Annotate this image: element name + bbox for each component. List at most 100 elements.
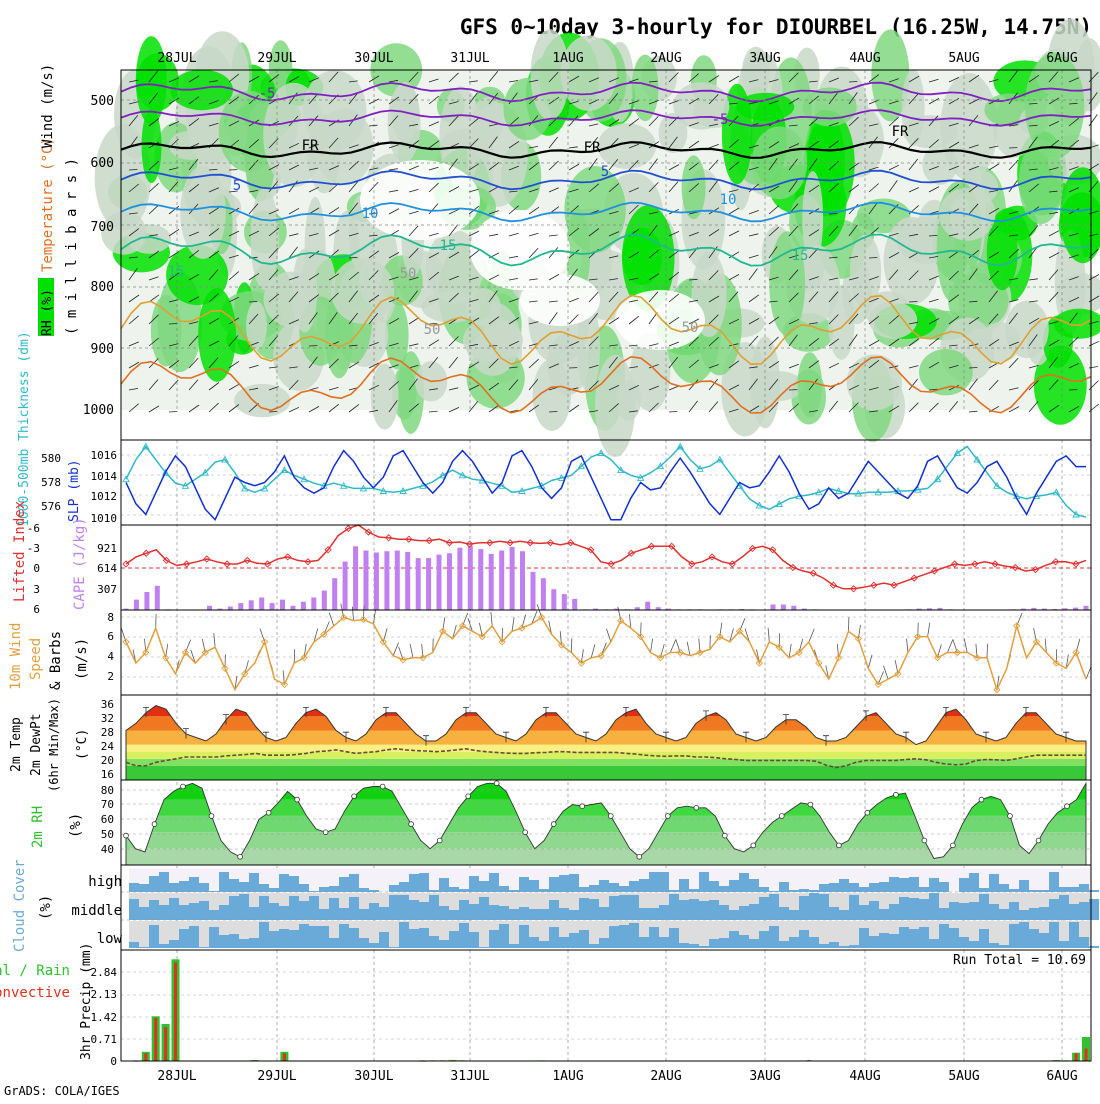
- cloud-low-bar: [779, 941, 789, 948]
- cloud-low-bar: [849, 945, 859, 948]
- cloud-middle-bar: [879, 909, 889, 920]
- cloud-low-bar: [869, 936, 879, 948]
- rh2m-point: [437, 838, 442, 843]
- wind-tick: 8: [107, 611, 114, 624]
- cloud-middle-bar: [979, 894, 989, 920]
- wind-label-b: Speed: [28, 638, 44, 680]
- cloud-low-bar: [169, 940, 179, 948]
- cloud-middle-bar: [1019, 910, 1029, 920]
- cloud-middle-bar: [489, 905, 499, 920]
- cloud-low-bar: [199, 947, 209, 948]
- rh-blob: [1005, 301, 1049, 358]
- rh2m-point: [124, 833, 129, 838]
- temp-tick: 20: [101, 754, 114, 767]
- cloud-high-bar: [939, 882, 949, 892]
- rh2m-point: [181, 784, 186, 789]
- cloud-level-low: low: [97, 931, 123, 947]
- wind-label-c: & Barbs: [48, 631, 64, 690]
- cloud-middle-bar: [1029, 908, 1039, 920]
- rh-tick: 60: [101, 813, 114, 826]
- cloud-middle-bar: [1049, 899, 1059, 920]
- cloud-high-bar: [659, 872, 669, 892]
- cloud-low-bar: [479, 947, 489, 948]
- cloud-high-bar: [1059, 887, 1069, 892]
- cloud-high-bar: [239, 882, 249, 892]
- date-label-bottom: 28JUL: [157, 1069, 196, 1084]
- cloud-low-bar: [819, 944, 829, 948]
- cape-bar: [249, 600, 254, 610]
- cloud-middle-bar: [619, 895, 629, 920]
- cloud-low-bar: [289, 930, 299, 948]
- rh-tick: 50: [101, 828, 114, 841]
- cloud-middle-bar: [1059, 895, 1069, 920]
- temp-band: [121, 759, 1091, 766]
- slp-right-tick: 1016: [91, 449, 118, 462]
- cloud-high-bar: [229, 879, 239, 892]
- cloud-middle-bar: [809, 893, 819, 920]
- cape-bar: [791, 606, 796, 610]
- cloud-middle-bar: [139, 907, 149, 920]
- cloud-low-bar: [899, 927, 909, 948]
- cloud-high-bar: [739, 873, 749, 892]
- cloud-middle-bar: [789, 910, 799, 920]
- date-label-bottom: 6AUG: [1046, 1069, 1077, 1084]
- cloud-middle-bar: [799, 896, 809, 920]
- footer-credit: GrADS: COLA/IGES: [4, 1084, 120, 1098]
- cloud-middle-bar: [919, 899, 929, 920]
- date-label-top: 29JUL: [257, 51, 296, 66]
- cloud-high-bar: [859, 887, 869, 892]
- cloud-low-bar: [359, 938, 369, 948]
- cloud-low-bar: [809, 937, 819, 948]
- cloud-high-bar: [549, 877, 559, 892]
- precip-conv-bar: [1075, 1053, 1078, 1061]
- cloud-low-bar: [1039, 933, 1049, 948]
- cloud-middle-bar: [649, 908, 659, 920]
- cloud-low-bar: [739, 935, 749, 948]
- cloud-middle-bar: [229, 896, 239, 920]
- cloud-middle-bar: [639, 908, 649, 920]
- cape-bar: [405, 552, 410, 610]
- cloud-middle-bar: [549, 900, 559, 920]
- cape-bar: [447, 553, 452, 610]
- cloud-high-bar: [1019, 880, 1029, 892]
- cloud-middle-bar: [819, 894, 829, 920]
- cloud-middle-bar: [729, 910, 739, 920]
- cloud-low-bar: [909, 929, 919, 948]
- cloud-middle-bar: [429, 895, 439, 920]
- rh2m-point: [1065, 804, 1070, 809]
- cloud-middle-bar: [899, 897, 909, 920]
- wind10m-barb: [987, 644, 988, 658]
- cloud-high-bar: [169, 883, 179, 892]
- wind-barb: [249, 302, 257, 303]
- contour-label: 50: [400, 266, 417, 282]
- rh2m-point: [266, 810, 271, 815]
- cloud-high-bar: [599, 880, 609, 892]
- rh-blob: [598, 123, 656, 169]
- cloud-high-bar: [829, 883, 839, 892]
- wind-barb: [269, 412, 277, 413]
- cloud-middle-bar: [169, 898, 179, 920]
- cloud-low-bar: [979, 929, 989, 948]
- upper-ytick: 500: [91, 94, 114, 109]
- cape-bar: [489, 554, 494, 610]
- rh-blob: [180, 166, 226, 259]
- precip-tick: 0: [110, 1055, 117, 1068]
- cloud-low-bar: [409, 929, 419, 948]
- cloud-low-bar: [949, 928, 959, 948]
- cloud-middle-bar: [1069, 904, 1079, 920]
- cloud-middle-bar: [559, 908, 569, 920]
- date-label-bottom: 29JUL: [257, 1069, 296, 1084]
- slp-label: SLP (mb): [67, 459, 82, 522]
- cloud-low-bar: [829, 942, 839, 948]
- temp-tick: 32: [101, 712, 114, 725]
- rh-blob: [463, 318, 523, 362]
- cloud-low-bar: [589, 944, 599, 948]
- cape-bar: [510, 547, 515, 610]
- cloud-high-bar: [889, 877, 899, 892]
- cloud-high-bar: [709, 881, 719, 892]
- cloud-low-bar: [319, 926, 329, 948]
- cloud-high-bar: [929, 878, 939, 892]
- cloud-high-bar: [839, 879, 849, 892]
- rh-dry-core: [360, 160, 480, 240]
- cloud-low-bar: [349, 928, 359, 948]
